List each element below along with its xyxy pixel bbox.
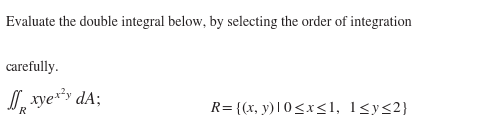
Text: $R = \{(x,\, y)\ |\ 0 \leq x \leq 1, \ \ 1 \leq y \leq 2\}$: $R = \{(x,\, y)\ |\ 0 \leq x \leq 1, \ \… (210, 99, 408, 117)
Text: Evaluate the double integral below, by selecting the order of integration: Evaluate the double integral below, by s… (6, 15, 412, 29)
Text: carefully.: carefully. (6, 61, 60, 74)
Text: $\iint_R \ xye^{x^2y}\ dA;$: $\iint_R \ xye^{x^2y}\ dA;$ (6, 87, 101, 117)
